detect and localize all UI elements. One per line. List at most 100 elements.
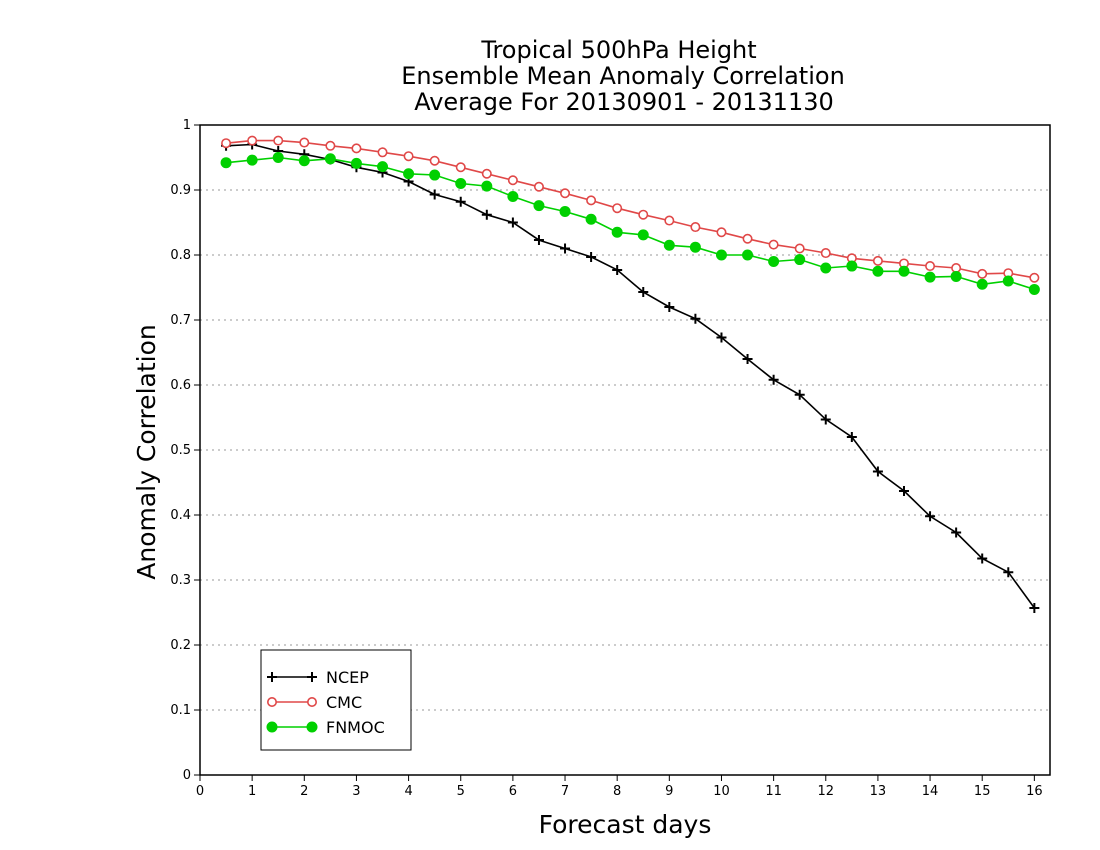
data-point-cmc	[872, 255, 883, 266]
data-point-fnmoc	[768, 256, 780, 267]
data-point-cmc	[221, 138, 232, 149]
data-point-cmc	[247, 135, 258, 146]
data-point-cmc	[481, 168, 492, 179]
data-point-ncep	[872, 466, 883, 477]
legend-marker-cmc	[266, 696, 277, 707]
x-tick-label: 1	[248, 784, 256, 799]
y-tick-label: 0	[183, 768, 191, 783]
data-point-fnmoc	[298, 155, 310, 167]
x-tick-label: 10	[713, 784, 730, 799]
data-point-fnmoc	[455, 178, 467, 189]
y-tick-label: 0.9	[170, 183, 191, 198]
data-point-cmc	[299, 137, 310, 148]
data-point-fnmoc	[611, 226, 623, 238]
data-point-ncep	[429, 189, 440, 200]
data-point-cmc	[794, 243, 805, 254]
data-point-cmc	[586, 195, 597, 206]
data-point-ncep	[664, 302, 675, 312]
legend-label-ncep: NCEP	[326, 668, 369, 687]
data-point-cmc	[507, 175, 518, 186]
data-point-cmc	[742, 233, 753, 244]
legend-box	[260, 649, 412, 751]
legend-label-cmc: CMC	[326, 693, 362, 712]
data-point-cmc	[716, 227, 727, 238]
data-point-cmc	[377, 147, 388, 158]
x-tick-label: 12	[817, 784, 834, 799]
data-point-fnmoc	[820, 262, 832, 274]
data-point-cmc	[768, 239, 779, 250]
data-point-ncep	[690, 313, 701, 324]
data-point-fnmoc	[220, 157, 232, 169]
data-point-ncep	[716, 332, 727, 343]
data-point-fnmoc	[637, 229, 649, 241]
series-line-ncep	[226, 143, 1036, 609]
legend-marker-fnmoc	[266, 721, 278, 733]
data-point-cmc	[533, 181, 544, 192]
data-point-cmc	[664, 215, 675, 226]
data-point-cmc	[455, 162, 466, 173]
data-point-cmc	[403, 151, 414, 162]
data-point-ncep	[794, 389, 805, 400]
legend-entry-cmc: CMC	[266, 693, 362, 712]
data-point-cmc	[612, 203, 623, 214]
data-point-ncep	[898, 485, 909, 496]
legend-marker-ncep	[267, 672, 277, 682]
data-point-fnmoc	[585, 213, 597, 225]
data-point-fnmoc	[533, 200, 545, 212]
x-tick-label: 2	[300, 784, 308, 799]
data-point-ncep	[560, 243, 571, 254]
legend-entry-fnmoc: FNMOC	[266, 718, 385, 737]
series-fnmoc	[220, 152, 1040, 295]
data-point-fnmoc	[950, 270, 962, 282]
data-point-fnmoc	[507, 191, 519, 202]
series-cmc	[221, 135, 1040, 283]
data-point-cmc	[977, 268, 988, 279]
data-point-fnmoc	[559, 205, 571, 217]
y-tick-label: 0.3	[170, 573, 191, 588]
x-tick-label: 8	[613, 784, 621, 799]
plot-area-frame	[199, 124, 1051, 776]
data-point-ncep	[951, 527, 962, 538]
legend-marker-ncep	[307, 672, 317, 682]
data-point-fnmoc	[350, 157, 362, 169]
x-tick-label: 11	[765, 784, 782, 799]
y-tick-label: 0.6	[170, 378, 191, 393]
legend-marker-cmc	[306, 696, 317, 707]
data-point-ncep	[586, 251, 597, 262]
chart-title-line-1: Tropical 500hPa Height	[480, 36, 756, 64]
y-gridlines	[200, 189, 1050, 711]
data-point-ncep	[533, 235, 544, 246]
x-tick-label: 3	[352, 784, 360, 799]
y-tick-label: 0.7	[170, 313, 191, 328]
data-point-cmc	[325, 140, 336, 151]
data-point-cmc	[925, 261, 936, 272]
chart-title-line-2: Ensemble Mean Anomaly Correlation	[401, 62, 845, 90]
data-point-cmc	[273, 135, 284, 146]
data-point-ncep	[455, 196, 466, 207]
x-tick-label: 15	[974, 784, 991, 799]
y-tick-label: 0.1	[170, 703, 191, 718]
data-point-fnmoc	[481, 180, 493, 192]
x-axis-label: Forecast days	[539, 810, 712, 839]
data-point-fnmoc	[403, 168, 415, 180]
data-point-fnmoc	[742, 249, 754, 261]
data-point-cmc	[351, 143, 362, 154]
y-tick-label: 1	[183, 118, 191, 133]
data-point-ncep	[768, 374, 779, 385]
data-point-fnmoc	[924, 271, 936, 283]
data-point-fnmoc	[1028, 283, 1040, 295]
x-tick-label: 14	[922, 784, 939, 799]
y-axis-label: Anomaly Correlation	[132, 324, 161, 579]
legend-marker-fnmoc	[306, 721, 318, 733]
axis-ticks: 00.10.20.30.40.50.60.70.80.910 1 2 3 4 5 6 7 8 9 1…	[170, 118, 1042, 799]
y-tick-label: 0.2	[170, 638, 191, 653]
data-point-cmc	[638, 209, 649, 220]
data-point-cmc	[560, 188, 571, 199]
data-point-cmc	[820, 248, 831, 259]
x-tick-label: 9	[665, 784, 673, 799]
x-tick-label: 16	[1026, 784, 1043, 799]
data-point-fnmoc	[898, 265, 910, 277]
x-tick-label: 6	[509, 784, 517, 799]
y-tick-label: 0.8	[170, 248, 191, 263]
